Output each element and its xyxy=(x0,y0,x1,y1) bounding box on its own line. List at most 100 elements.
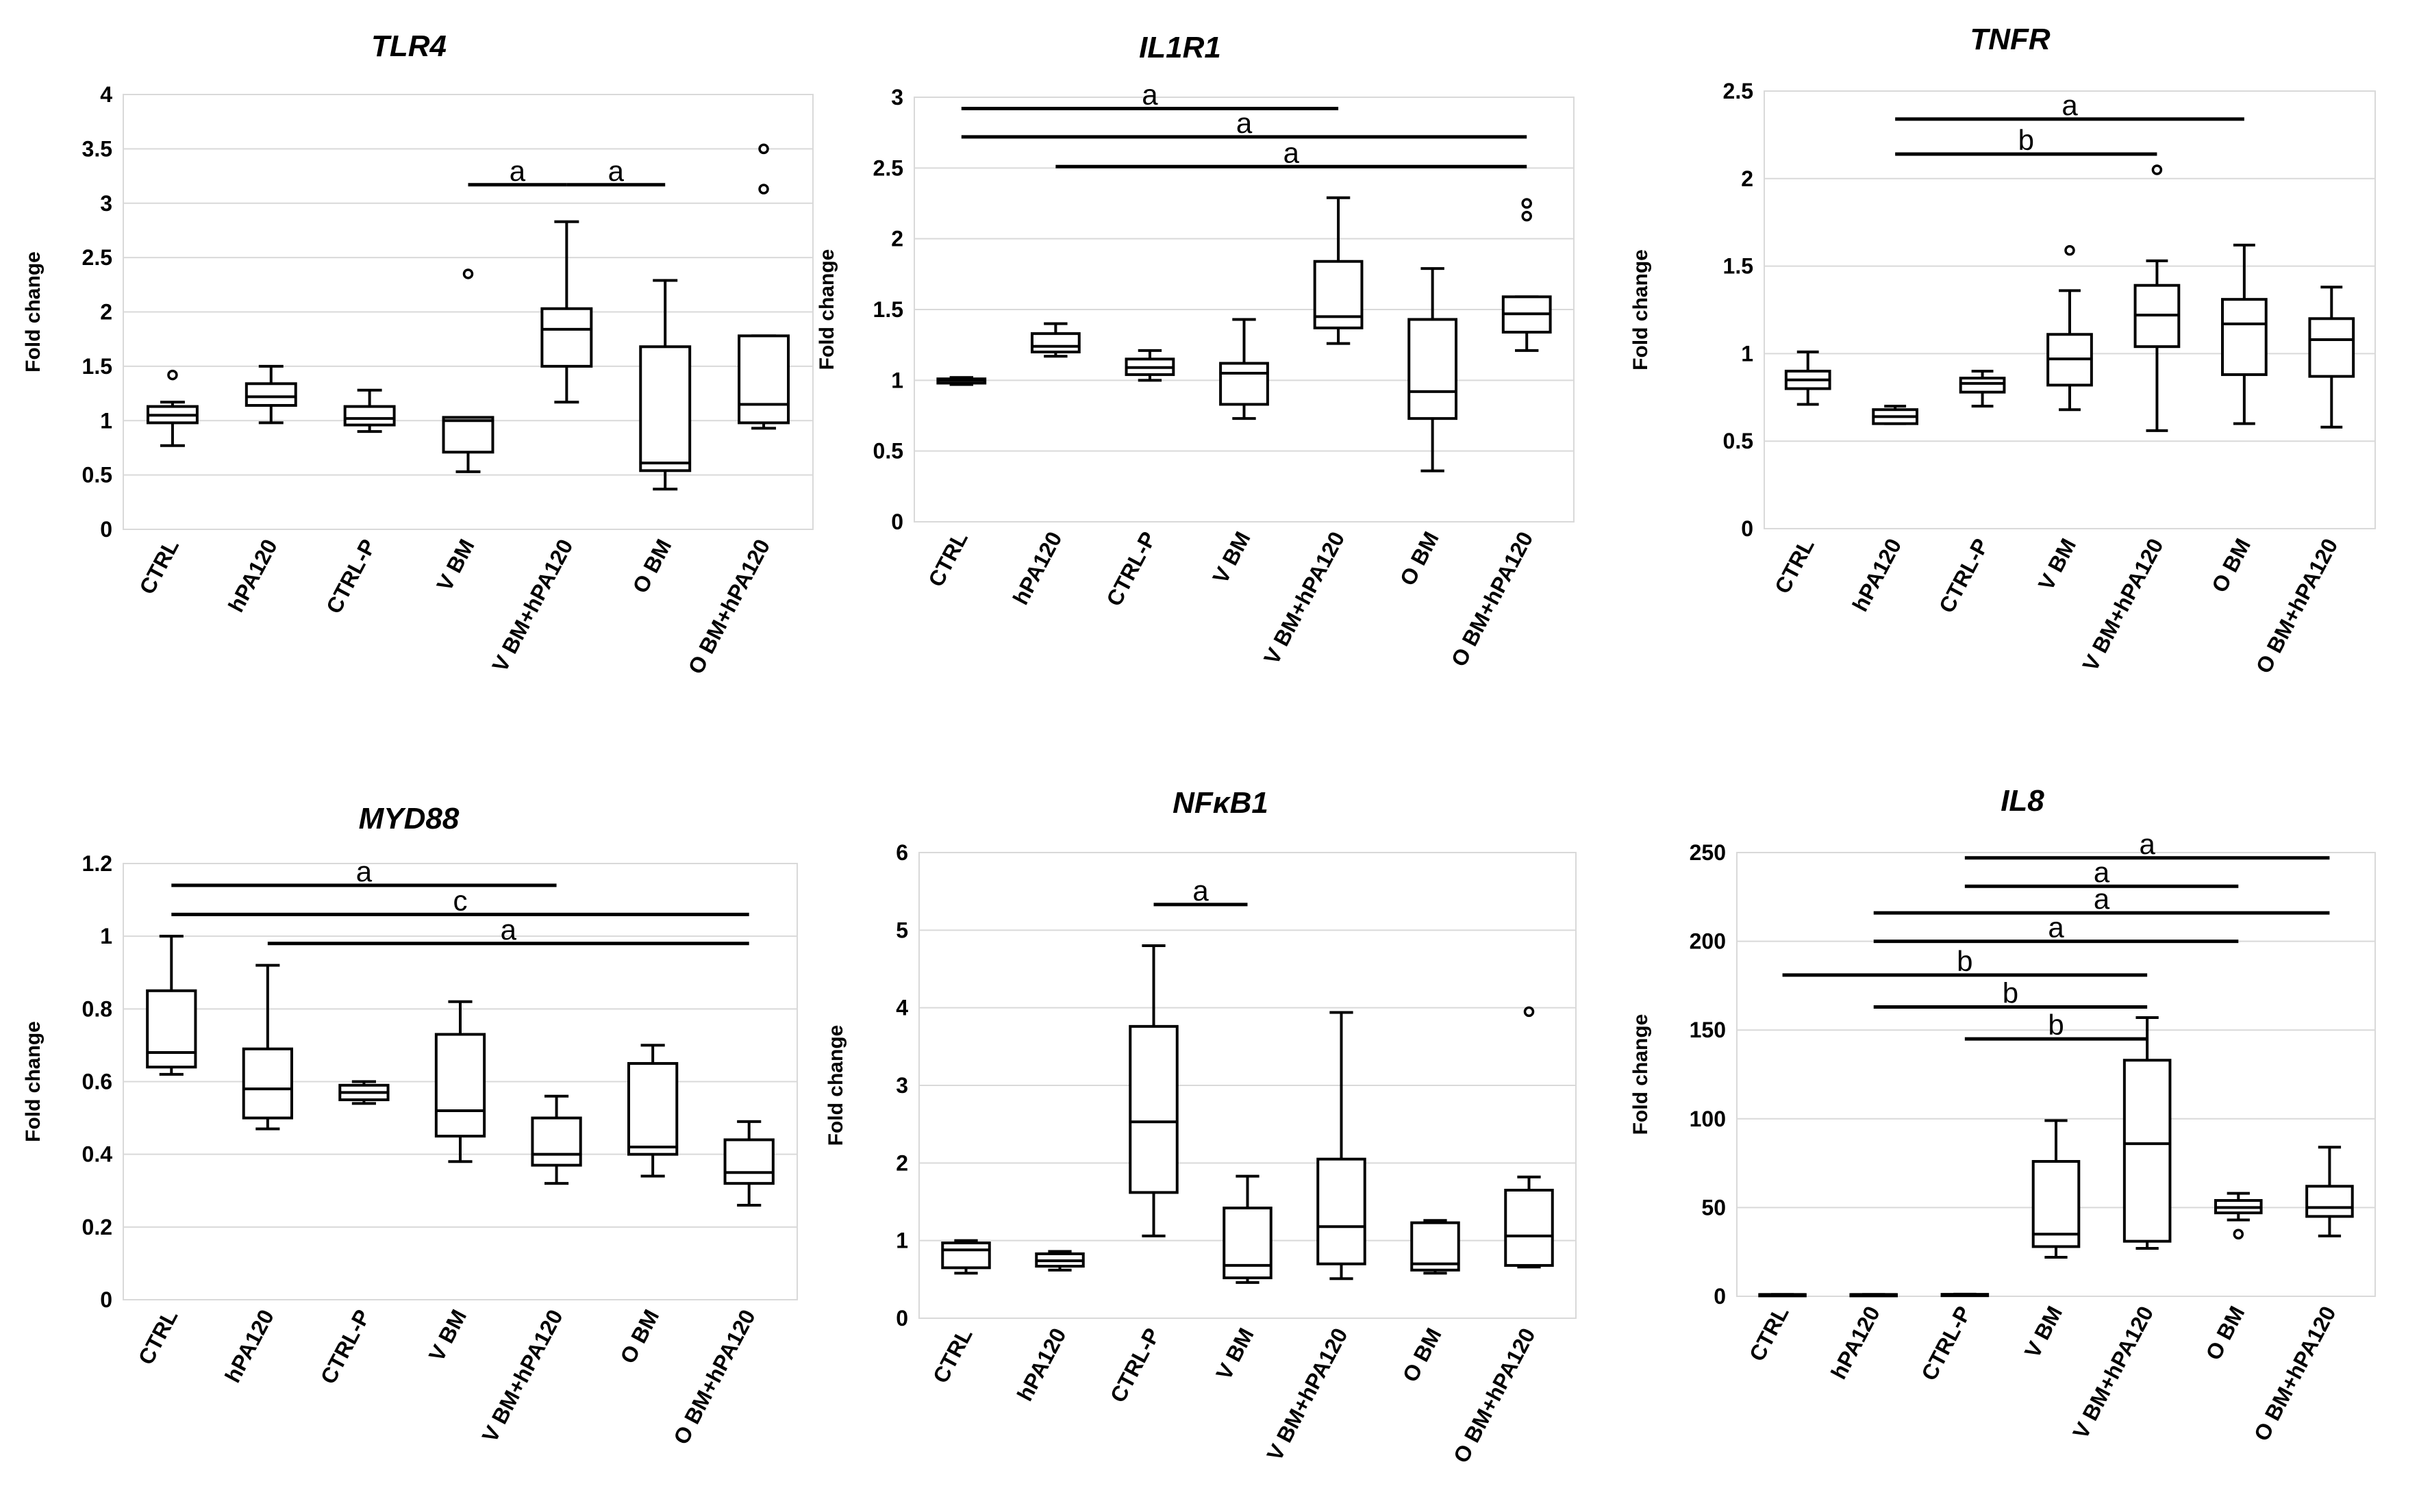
y-tick-label: 0 xyxy=(891,509,903,534)
iqr-box xyxy=(639,345,692,473)
significance-label: a xyxy=(2048,911,2064,944)
significance-label: a xyxy=(1192,874,1209,907)
box-ctrl-p xyxy=(338,1080,390,1105)
box-hpa120 xyxy=(245,364,297,425)
chart-title: IL1R1 xyxy=(1139,31,1221,64)
iqr-box xyxy=(2308,317,2355,378)
box-hpa120 xyxy=(1849,1293,1898,1298)
y-axis-label: Fold change xyxy=(1629,249,1652,370)
x-tick-label: CTRL-P xyxy=(321,535,381,617)
x-tick-label: CTRL-P xyxy=(1934,534,1994,616)
iqr-box xyxy=(2221,298,2268,377)
outlier-point xyxy=(2233,1228,2244,1240)
box-v-bm xyxy=(442,268,494,473)
x-tick-label: V BM+hPA120 xyxy=(1259,527,1349,668)
outlier-point xyxy=(1523,1006,1535,1018)
outlier-point xyxy=(1521,210,1532,222)
x-tick-label: CTRL xyxy=(134,535,184,598)
box-ctrl xyxy=(1784,350,1831,406)
iqr-box xyxy=(343,405,396,427)
outlier-point xyxy=(758,143,769,155)
y-axis-label: Fold change xyxy=(22,1021,45,1142)
y-tick-label: 2 xyxy=(891,227,903,251)
x-tick-label: hPA120 xyxy=(220,1305,279,1386)
significance-label: a xyxy=(501,914,517,946)
y-tick-label: 4 xyxy=(100,82,112,107)
x-tick-label: O BM+hPA120 xyxy=(1446,527,1538,670)
y-tick-label: 0.5 xyxy=(873,439,903,464)
y-tick-label: 2 xyxy=(100,300,112,325)
box-ctrl xyxy=(146,935,197,1076)
chart-title: IL8 xyxy=(2001,784,2044,818)
y-tick-label: 2 xyxy=(896,1150,908,1175)
y-tick-label: 200 xyxy=(1690,929,1726,954)
panel-5: 0 50 100 150 200 250 IL8 Fold change CTRL hPA120 C… xyxy=(1629,784,2376,1445)
y-tick-label: 0.4 xyxy=(82,1142,113,1167)
y-tick-label: 1.5 xyxy=(1723,254,1753,279)
panel-3: 0 0.2 0.4 0.6 0.8 1 1.2 MYD88 Fold change CTRL hPA… xyxy=(22,802,798,1448)
iqr-box xyxy=(1030,332,1081,353)
y-tick-label: 3 xyxy=(891,85,903,110)
box-v-bm xyxy=(1219,318,1269,420)
iqr-box xyxy=(2122,1059,2172,1243)
x-tick-label: O BM xyxy=(2201,1302,2249,1364)
y-tick-label: 3 xyxy=(100,191,112,216)
y-tick-label: 0 xyxy=(100,517,112,542)
panel-0: 0 0.5 1 1.5 2 2.5 3 3.5 4 TLR4 Fold change CTRL hPA1… xyxy=(22,29,814,678)
chart-title: TLR4 xyxy=(371,29,447,63)
box-ctrl-p xyxy=(1959,369,2006,408)
y-tick-label: 5 xyxy=(896,918,908,942)
x-tick-label: V BM+hPA120 xyxy=(2077,534,2168,675)
box-ctrl xyxy=(1758,1293,1807,1298)
y-tick-label: 150 xyxy=(1690,1018,1726,1042)
outlier-point xyxy=(2151,164,2163,175)
box-v-bm-hpa120 xyxy=(1316,1011,1366,1281)
y-tick-label: 2 xyxy=(1741,166,1753,191)
box-v-bm-hpa120 xyxy=(540,220,593,404)
box-ctrl-p xyxy=(1940,1292,1990,1298)
box-v-bm xyxy=(2046,244,2093,412)
box-v-bm xyxy=(2031,1119,2081,1259)
x-tick-label: CTRL-P xyxy=(1101,527,1161,609)
x-tick-label: hPA120 xyxy=(1848,534,1907,615)
y-tick-label: 6 xyxy=(896,840,908,865)
box-ctrl xyxy=(936,376,987,386)
y-axis-label: Fold change xyxy=(1629,1014,1652,1135)
significance-label: b xyxy=(2018,124,2034,156)
significance-label: a xyxy=(510,155,526,187)
x-tick-label: CTRL-P xyxy=(316,1305,375,1387)
box-o-bm xyxy=(627,1044,679,1178)
significance-label: a xyxy=(2094,856,2110,888)
significance-label: a xyxy=(2061,89,2078,121)
x-tick-label: V BM xyxy=(1211,1324,1258,1384)
x-tick-label: O BM+hPA120 xyxy=(2249,1302,2341,1445)
iqr-box xyxy=(242,1047,294,1120)
y-tick-label: 2.5 xyxy=(1723,79,1753,103)
iqr-box xyxy=(738,334,790,425)
box-ctrl-p xyxy=(1125,349,1175,382)
x-tick-label: V BM xyxy=(431,535,479,595)
y-tick-label: 3 xyxy=(896,1073,908,1098)
panel-4: 0 1 2 3 4 5 6 NFκB1 Fold change CTRL hPA120 CTRL-P V… xyxy=(825,786,1577,1467)
x-tick-label: V BM+hPA120 xyxy=(1262,1324,1353,1465)
iqr-box xyxy=(1316,1157,1366,1265)
y-tick-label: 3.5 xyxy=(82,136,112,161)
significance-label: c xyxy=(453,884,468,916)
y-tick-label: 250 xyxy=(1690,840,1726,865)
y-axis-label: Fold change xyxy=(825,1025,847,1146)
box-o-bm xyxy=(2221,243,2268,425)
iqr-box xyxy=(1223,1207,1273,1280)
x-tick-label: hPA120 xyxy=(1012,1324,1071,1404)
box-ctrl xyxy=(146,369,199,447)
box-hpa120 xyxy=(1035,1250,1085,1272)
iqr-box xyxy=(2305,1185,2354,1218)
y-tick-label: 1 xyxy=(100,924,112,948)
chart-title: TNFR xyxy=(1970,23,2051,56)
outlier-point xyxy=(1521,198,1532,209)
y-tick-label: 0.2 xyxy=(82,1215,112,1239)
y-tick-label: 1.5 xyxy=(82,354,112,379)
significance-label: b xyxy=(2003,977,2018,1009)
iqr-box xyxy=(531,1116,582,1167)
y-tick-label: 0 xyxy=(1741,516,1753,541)
y-tick-label: 0 xyxy=(896,1306,908,1331)
